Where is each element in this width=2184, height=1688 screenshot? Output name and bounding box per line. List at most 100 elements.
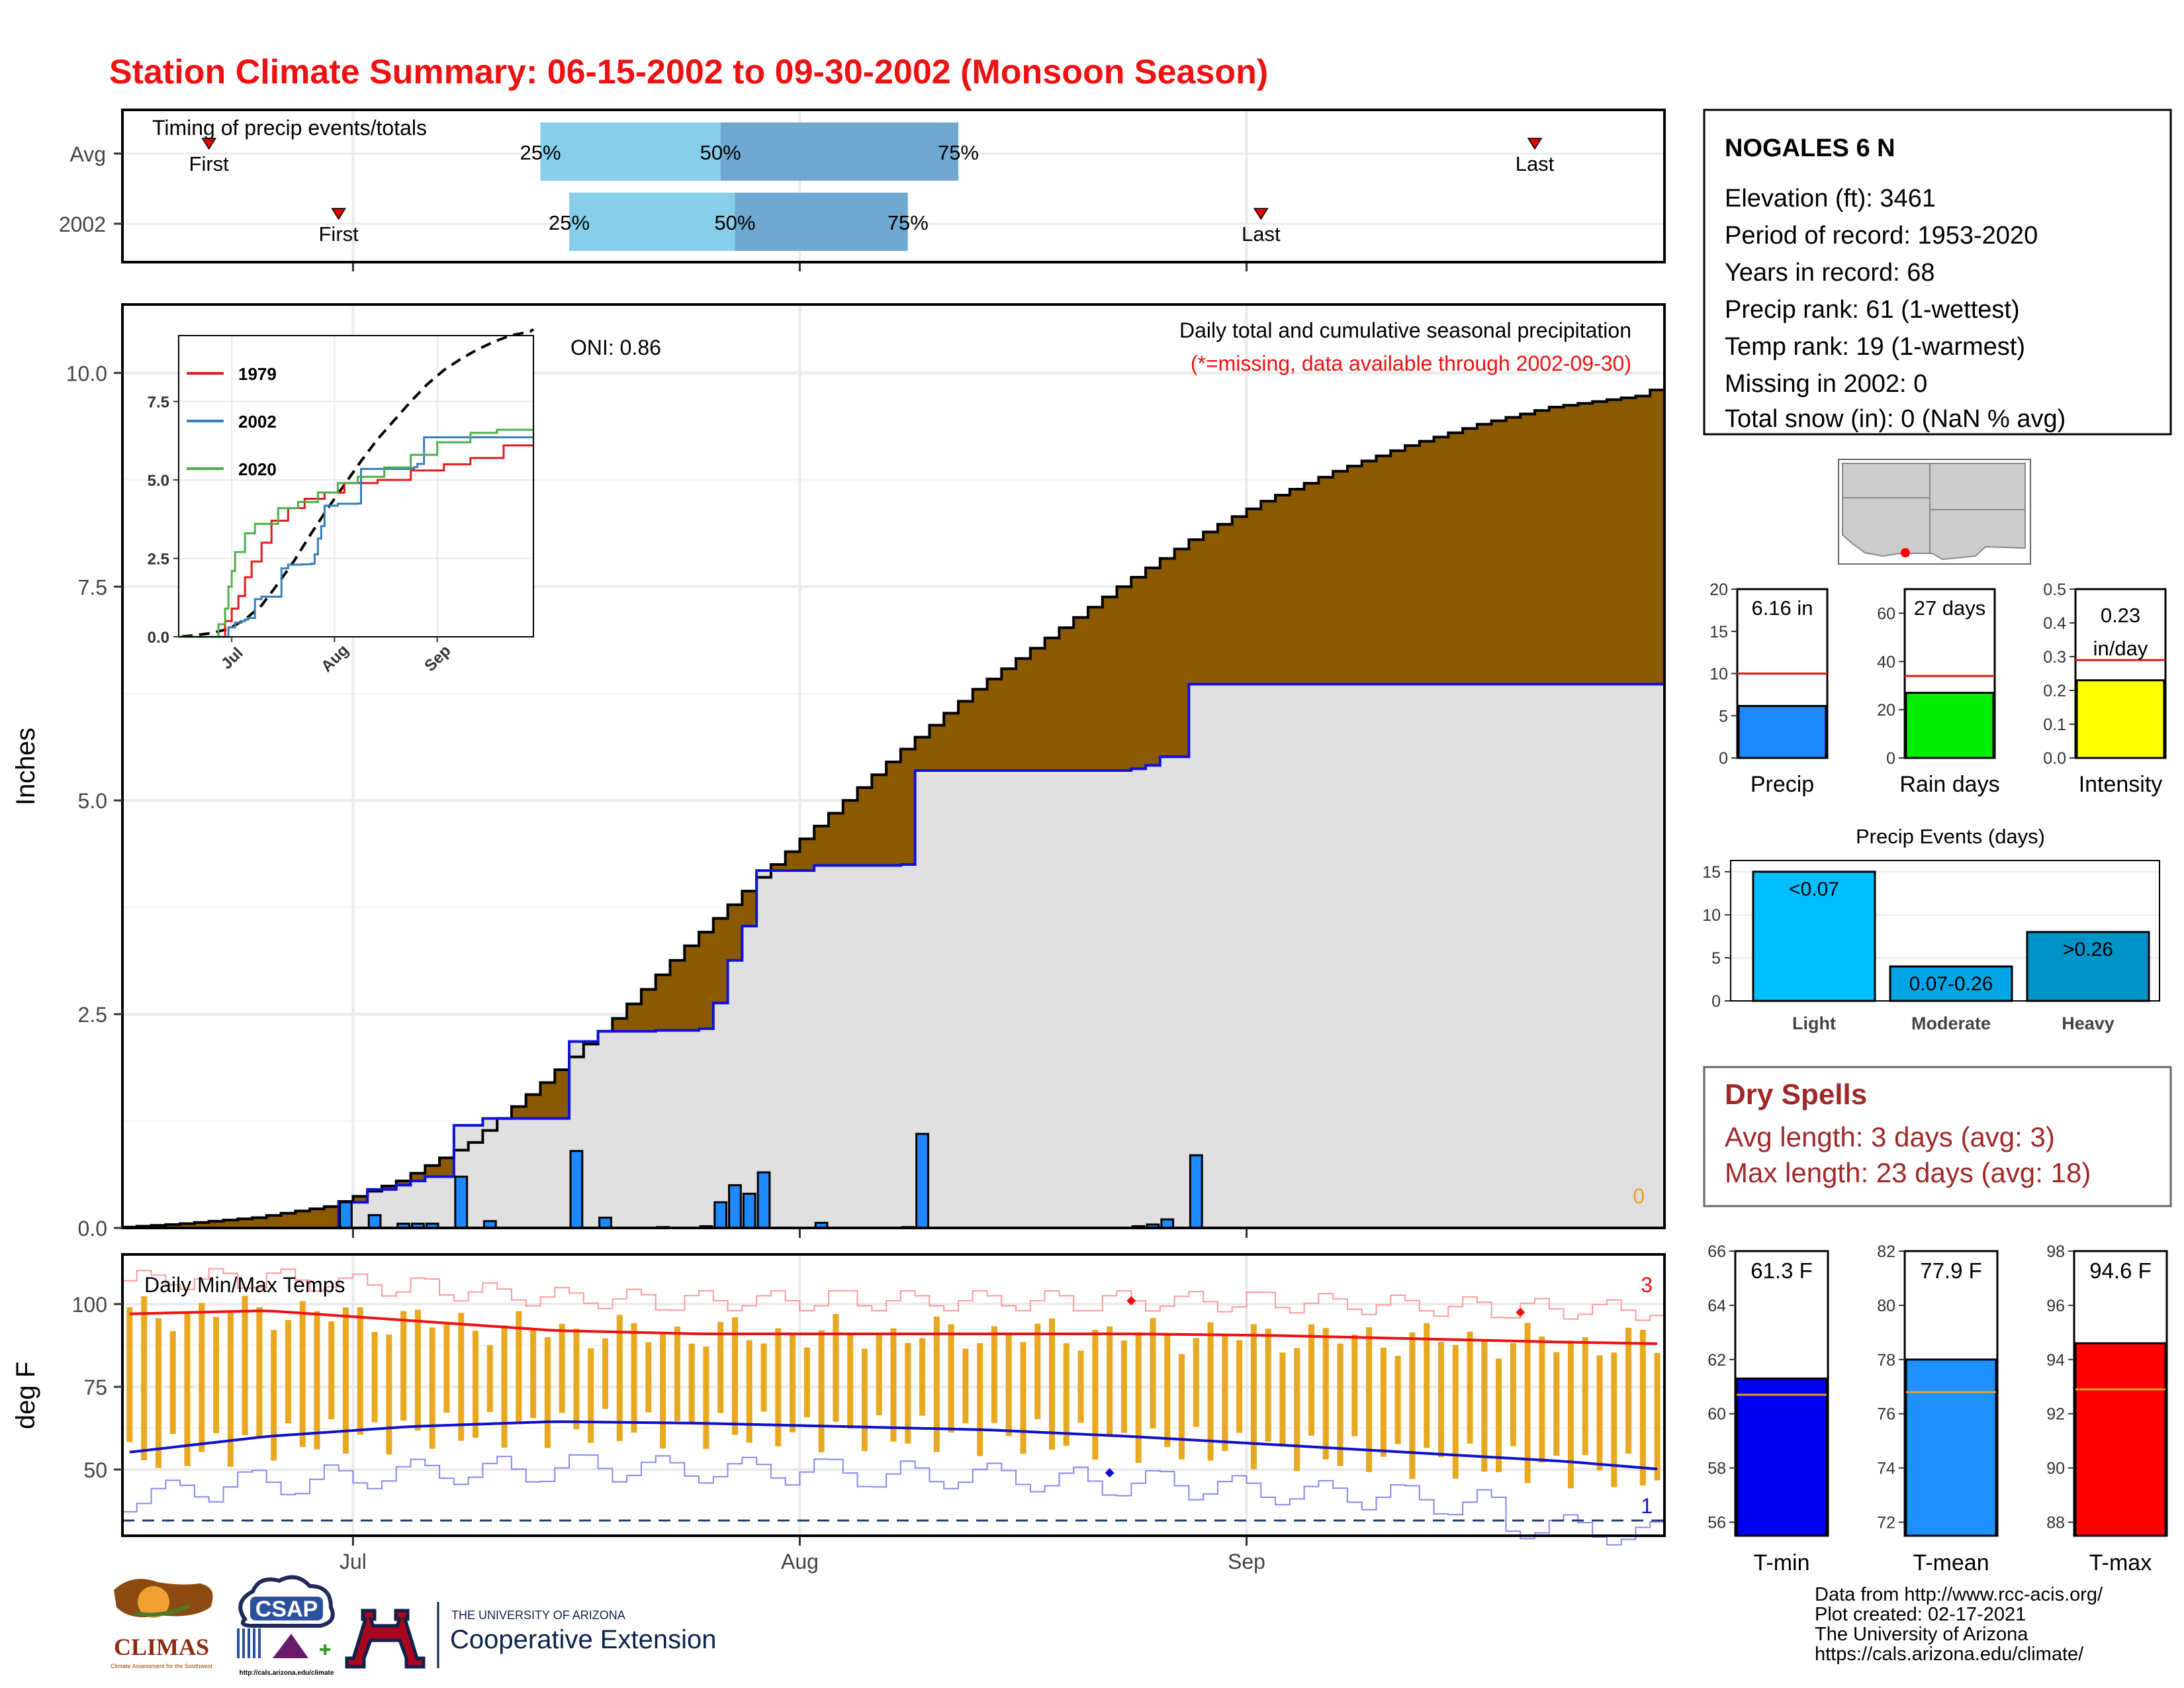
- daily-temp-bar: [977, 1343, 983, 1456]
- oni-label: ONI: 0.86: [570, 336, 661, 359]
- summary-tick-label: 60: [1877, 604, 1895, 623]
- daily-temp-bar: [1639, 1329, 1646, 1486]
- daily-temp-bar: [1308, 1324, 1314, 1436]
- daily-precip-bar: [713, 1201, 728, 1229]
- summary-tick-label: 40: [1877, 653, 1895, 671]
- summary-value-line2: in/day: [2093, 637, 2148, 660]
- temp-summary-tick-label: 92: [2046, 1405, 2065, 1424]
- page-title: Station Climate Summary: 06-15-2002 to 0…: [109, 53, 1268, 91]
- daily-temp-bar: [717, 1321, 724, 1413]
- info-period: Period of record: 1953-2020: [1725, 222, 2038, 250]
- daily-precip-bar: [915, 1133, 929, 1229]
- year-cumulative-area: [122, 684, 1664, 1228]
- daily-temp-bar: [962, 1348, 969, 1424]
- dry-spells-max: Max length: 23 days (avg: 18): [1725, 1157, 2091, 1188]
- daily-precip-bar: [1189, 1154, 1203, 1229]
- daily-temp-bar: [1467, 1331, 1473, 1444]
- daily-temp-bar: [1222, 1335, 1228, 1451]
- credit-plot-created: Plot created: 02-17-2021: [1815, 1604, 2026, 1625]
- main-annotation-title: Daily total and cumulative seasonal prec…: [1179, 318, 1631, 342]
- events-bar-heavy: [2026, 931, 2150, 1002]
- temp-summary-bar-t-mean: [1905, 1358, 1997, 1537]
- events-title: Precip Events (days): [1856, 825, 2045, 848]
- daily-temp-bar: [1265, 1329, 1271, 1442]
- daily-temp-bar: [1524, 1323, 1531, 1483]
- daily-temp-bar: [1654, 1352, 1661, 1481]
- temp-summary-value: 61.3 F: [1751, 1258, 1813, 1283]
- inset-legend-1979: 1979: [238, 364, 277, 384]
- summary-tick-label: 20: [1709, 581, 1728, 599]
- temp-summary-tick-label: 76: [1877, 1405, 1895, 1424]
- summary-tick-label: 0.4: [2043, 614, 2066, 633]
- temp-panel: Daily Min/Max Temps 3 1 deg F 50 75 100 Ju…: [11, 1253, 1666, 1573]
- record-low-line: [122, 1454, 1664, 1546]
- record-high-count: 3: [1641, 1273, 1653, 1297]
- station-location-dot: [1901, 548, 1910, 557]
- events-category-label: Heavy: [2062, 1013, 2115, 1033]
- daily-temp-bar: [1063, 1343, 1069, 1446]
- station-info-box: NOGALES 6 N Elevation (ft): 3461 Period …: [1703, 109, 2172, 436]
- main-annotation-missing: (*=missing, data available through 2002-…: [1191, 352, 1631, 375]
- record-low-marker: [1105, 1468, 1115, 1477]
- daily-precip-bar: [598, 1217, 612, 1229]
- timing-marker-first: [331, 208, 346, 220]
- daily-temp-bar: [414, 1309, 421, 1430]
- summary-tick-label: 0.3: [2043, 648, 2066, 667]
- summary-label: Intensity: [2079, 772, 2163, 797]
- daily-temp-bar: [1236, 1340, 1243, 1433]
- avg-max-line: [129, 1309, 1658, 1345]
- daily-temp-bar: [141, 1296, 148, 1460]
- main-ytick-label: 2.5: [78, 1003, 107, 1027]
- temp-ytick-label: 75: [83, 1376, 107, 1399]
- dry-spells-title: Dry Spells: [1725, 1078, 1867, 1111]
- events-bar-label: <0.07: [1789, 878, 1839, 900]
- events-bar-moderate: [1889, 965, 2013, 1002]
- daily-temp-bar: [1020, 1342, 1026, 1454]
- inset-legend: 1979 2002 2020: [187, 364, 277, 479]
- daily-temp-bar: [357, 1307, 363, 1435]
- daily-temp-bar: [631, 1323, 637, 1433]
- summary-bar-intensity: [2075, 679, 2165, 759]
- daily-temp-bar: [1481, 1341, 1488, 1472]
- daily-temp-bar: [1034, 1323, 1041, 1420]
- temp-summary-tick-label: 90: [2046, 1460, 2065, 1478]
- daily-temp-bar: [905, 1342, 911, 1444]
- summary-value: 27 days: [1914, 596, 1986, 620]
- locator-map: [1838, 459, 2031, 565]
- daily-temp-bar: [645, 1342, 652, 1413]
- daily-temp-bar: [1553, 1352, 1560, 1456]
- daily-temp-bar: [328, 1321, 335, 1419]
- temp-summary-bar-t-min: [1735, 1377, 1828, 1537]
- main-ytick-label: 0.0: [78, 1217, 107, 1241]
- daily-temp-bar: [227, 1313, 234, 1467]
- info-elevation: Elevation (ft): 3461: [1725, 185, 1936, 212]
- ua-large-text: Cooperative Extension: [450, 1625, 716, 1654]
- timing-marker-last: [1527, 138, 1543, 150]
- daily-temp-bar: [1582, 1337, 1588, 1456]
- main-ytick-label: 7.5: [78, 575, 107, 599]
- daily-temp-bar: [861, 1348, 868, 1452]
- summary-bar-precip: [1737, 704, 1827, 759]
- year-cumulative-line: [122, 682, 1664, 1229]
- events-category-label: Light: [1792, 1013, 1836, 1033]
- info-snow: Total snow (in): 0 (NaN % avg): [1725, 405, 2066, 433]
- summary-tick-label: 0.5: [2043, 581, 2066, 599]
- timing-label-q75: 75%: [938, 141, 979, 164]
- daily-temp-bar: [516, 1311, 522, 1425]
- temp-summary-label: T-mean: [1913, 1550, 1989, 1575]
- daily-temp-bar: [1496, 1358, 1502, 1472]
- temp-summary-bar-t-max: [2074, 1342, 2167, 1537]
- daily-temp-bar: [299, 1301, 306, 1447]
- daily-temp-bar: [1150, 1318, 1156, 1429]
- main-ytick-label: 10.0: [66, 361, 107, 385]
- timing-label-q50: 50%: [700, 141, 741, 164]
- summary-tick-label: 0: [1886, 749, 1895, 768]
- daily-temp-bar: [473, 1331, 479, 1438]
- timing-label-q75: 75%: [887, 211, 929, 234]
- timing-label-last: Last: [1242, 222, 1281, 246]
- info-temp-rank: Temp rank: 19 (1-warmest): [1725, 333, 2025, 361]
- daily-temp-bar: [314, 1311, 320, 1450]
- timing-marker-first: [201, 138, 217, 150]
- daily-temp-bar: [1120, 1340, 1127, 1433]
